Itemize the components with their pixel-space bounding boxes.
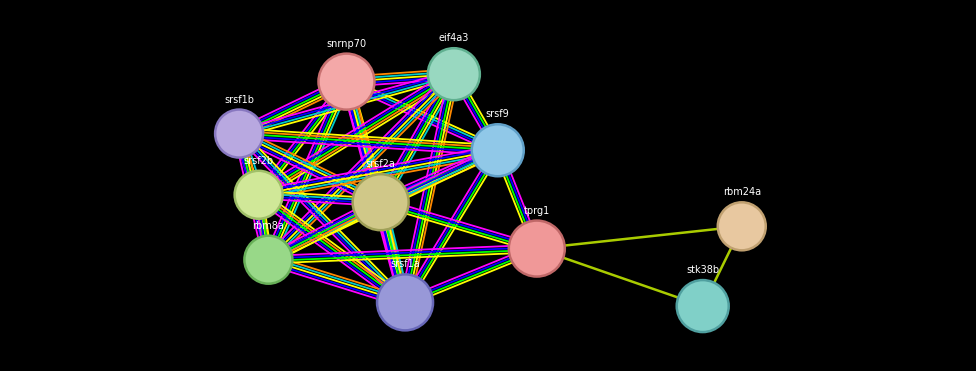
Circle shape: [244, 236, 293, 284]
Text: tprg1: tprg1: [524, 206, 549, 216]
Circle shape: [427, 48, 480, 100]
Text: rbm24a: rbm24a: [722, 187, 761, 197]
Circle shape: [234, 171, 283, 219]
Circle shape: [471, 124, 524, 176]
Circle shape: [215, 109, 264, 158]
Text: rbm8a: rbm8a: [253, 221, 284, 231]
Circle shape: [352, 174, 409, 230]
Text: stk38b: stk38b: [686, 265, 719, 275]
Text: srsf1b: srsf1b: [224, 95, 254, 105]
Circle shape: [676, 280, 729, 332]
Text: srsf2b: srsf2b: [244, 156, 273, 166]
Text: snrnp70: snrnp70: [326, 39, 367, 49]
Text: eif4a3: eif4a3: [438, 33, 469, 43]
Circle shape: [717, 202, 766, 250]
Text: srsf1a: srsf1a: [390, 259, 420, 269]
Circle shape: [318, 54, 375, 109]
Text: srsf9: srsf9: [486, 109, 509, 119]
Text: srsf2a: srsf2a: [366, 159, 395, 169]
Circle shape: [508, 221, 565, 276]
Circle shape: [377, 275, 433, 330]
